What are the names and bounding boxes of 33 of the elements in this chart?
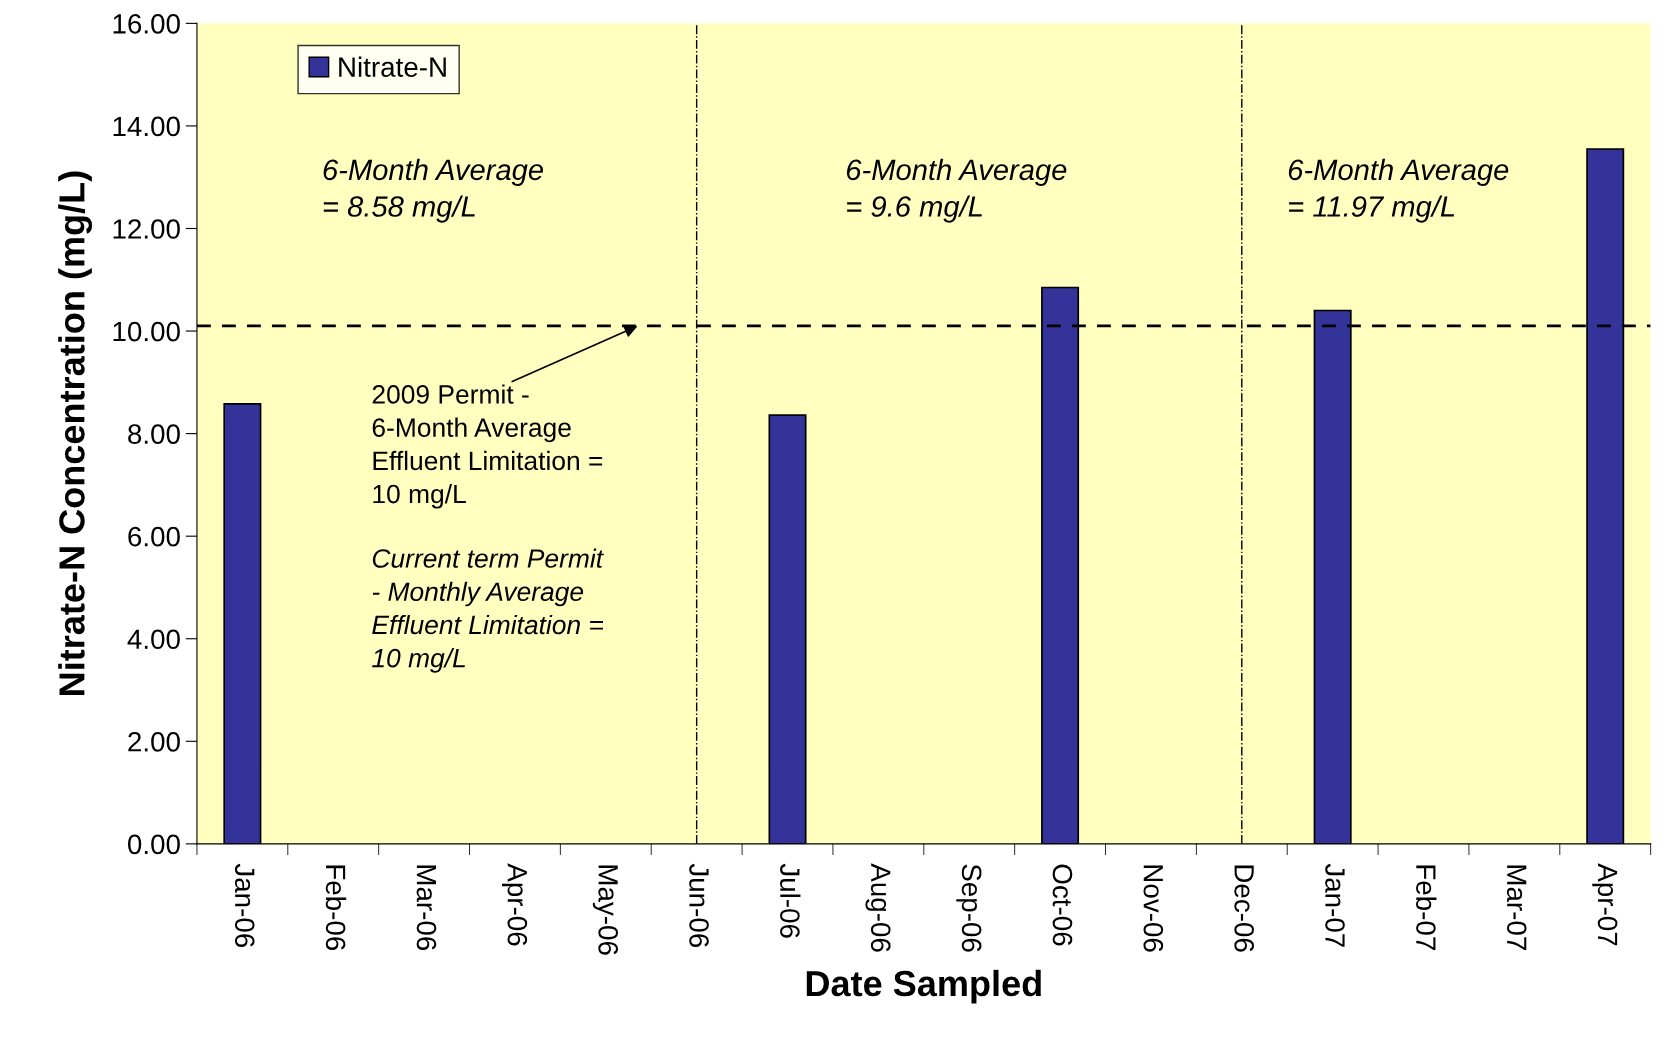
y-tick-label: 2.00 — [128, 731, 180, 752]
x-tick-label: Jul-06 — [780, 863, 801, 938]
y-tick-label: 10.00 — [113, 321, 180, 342]
x-tick-label: Apr-07 — [1592, 863, 1618, 946]
x-tick-label: Mar-06 — [416, 865, 437, 951]
y-tick-label: 12.00 — [113, 219, 180, 239]
x-tick-label: May-06 — [592, 865, 619, 955]
y-tick-label: 14.00 — [113, 116, 180, 137]
x-tick-label: Aug-06 — [865, 863, 891, 952]
annotation: 6-Month Average = 8.58 mg/L — [323, 158, 544, 223]
x-tick-label: Jan-06 — [234, 863, 255, 948]
x-tick-label: Nov-06 — [1143, 865, 1164, 952]
x-axis-title: Date Sampled — [806, 969, 1041, 1004]
y-tick-label: 0.00 — [128, 834, 180, 855]
x-tick-label: Apr-06 — [501, 863, 528, 946]
annotation: Current term Permit - Monthly Average Effluent Limitation = 10 mg/L — [372, 548, 604, 673]
annotation: 2009 Permit - 6-Month Average Effluent Limitation = 10 mg/L — [372, 384, 603, 509]
x-tick-label: Jun-06 — [689, 863, 709, 948]
x-tick-label: Feb-07 — [1416, 865, 1437, 950]
legend-label: Nitrate-N — [339, 56, 446, 77]
annotation: 6-Month Average = 11.97 mg/L — [1288, 158, 1509, 223]
y-axis-title: Nitrate-N Concentration (mg/L) — [58, 171, 93, 695]
y-tick-label: 8.00 — [128, 424, 180, 444]
x-tick-label: Dec-06 — [1234, 865, 1254, 952]
y-tick-label: 4.00 — [127, 629, 180, 650]
x-tick-label: Oct-06 — [1052, 864, 1073, 946]
y-tick-label: 16.00 — [113, 14, 180, 34]
annotation: 6-Month Average = 9.6 mg/L — [846, 158, 1067, 223]
x-tick-label: Jan-07 — [1325, 863, 1345, 947]
x-tick-label: Mar-07 — [1506, 865, 1527, 950]
x-tick-label: Sep-06 — [956, 864, 982, 952]
x-tick-label: Feb-06 — [325, 865, 347, 951]
y-tick-label: 6.00 — [128, 526, 180, 547]
